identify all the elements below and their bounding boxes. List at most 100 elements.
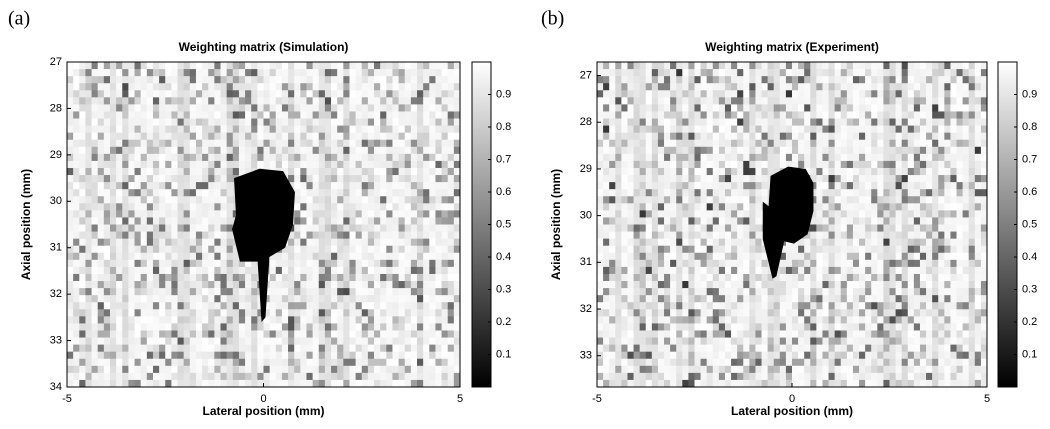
texture-cell: [282, 253, 289, 261]
texture-cell: [853, 210, 860, 218]
texture-cell: [153, 366, 160, 374]
texture-cell: [171, 366, 178, 374]
texture-cell: [658, 119, 665, 127]
texture-cell: [356, 196, 363, 204]
texture-cell: [435, 126, 442, 134]
texture-cell: [202, 111, 209, 119]
texture-cell: [233, 302, 240, 310]
texture-cell: [695, 359, 702, 367]
texture-cell: [640, 352, 647, 360]
texture-cell: [652, 210, 659, 218]
texture-cell: [621, 119, 628, 127]
texture-cell: [239, 302, 246, 310]
texture-cell: [306, 302, 313, 310]
texture-cell: [798, 352, 805, 360]
texture-cell: [349, 232, 356, 240]
texture-cell: [116, 281, 123, 289]
texture-cell: [670, 90, 677, 98]
texture-cell: [128, 126, 135, 134]
texture-cell: [374, 380, 381, 388]
texture-cell: [597, 104, 604, 112]
texture-cell: [159, 217, 166, 225]
texture-cell: [233, 62, 240, 70]
texture-cell: [85, 295, 92, 303]
texture-cell: [695, 83, 702, 91]
texture-cell: [399, 338, 406, 346]
texture-cell: [749, 274, 756, 282]
texture-cell: [853, 154, 860, 162]
texture-cell: [603, 126, 610, 134]
texture-cell: [743, 196, 750, 204]
texture-cell: [368, 309, 375, 317]
texture-cell: [670, 225, 677, 233]
texture-cell: [841, 111, 848, 119]
texture-cell: [116, 267, 123, 275]
texture-cell: [214, 83, 221, 91]
texture-cell: [429, 373, 436, 381]
texture-cell: [196, 175, 203, 183]
texture-cell: [435, 316, 442, 324]
texture-cell: [792, 147, 799, 155]
texture-cell: [374, 111, 381, 119]
texture-cell: [368, 126, 375, 134]
texture-cell: [239, 330, 246, 338]
texture-cell: [270, 83, 277, 91]
texture-cell: [658, 140, 665, 148]
texture-cell: [135, 267, 142, 275]
texture-cell: [615, 323, 622, 331]
texture-cell: [110, 97, 117, 105]
texture-cell: [79, 168, 86, 176]
texture-cell: [171, 175, 178, 183]
texture-cell: [147, 295, 154, 303]
texture-cell: [725, 316, 732, 324]
texture-cell: [841, 210, 848, 218]
texture-cell: [153, 330, 160, 338]
texture-cell: [621, 373, 628, 381]
texture-cell: [743, 189, 750, 197]
texture-cell: [810, 161, 817, 169]
texture-cell: [411, 189, 418, 197]
texture-cell: [337, 154, 344, 162]
texture-cell: [227, 246, 234, 254]
texture-cell: [615, 217, 622, 225]
texture-cell: [208, 330, 215, 338]
texture-cell: [153, 76, 160, 84]
texture-cell: [435, 330, 442, 338]
texture-cell: [603, 316, 610, 324]
texture-cell: [664, 203, 671, 211]
texture-cell: [737, 111, 744, 119]
texture-cell: [221, 210, 228, 218]
texture-cell: [731, 104, 738, 112]
texture-cell: [190, 196, 197, 204]
texture-cell: [853, 260, 860, 268]
texture-cell: [853, 316, 860, 324]
texture-cell: [141, 380, 148, 388]
texture-cell: [603, 97, 610, 105]
texture-cell: [442, 281, 449, 289]
texture-cell: [153, 168, 160, 176]
texture-cell: [786, 352, 793, 360]
texture-cell: [116, 168, 123, 176]
texture-cell: [190, 62, 197, 70]
texture-cell: [184, 69, 191, 77]
texture-cell: [634, 147, 641, 155]
texture-cell: [306, 210, 313, 218]
texture-cell: [300, 111, 307, 119]
texture-cell: [749, 90, 756, 98]
texture-cell: [774, 352, 781, 360]
texture-cell: [122, 83, 129, 91]
texture-cell: [288, 309, 295, 317]
texture-cell: [640, 302, 647, 310]
texture-cell: [847, 104, 854, 112]
texture-cell: [859, 225, 866, 233]
texture-cell: [731, 302, 738, 310]
texture-cell: [386, 196, 393, 204]
texture-cell: [214, 352, 221, 360]
texture-cell: [853, 147, 860, 155]
texture-cell: [798, 288, 805, 296]
texture-cell: [743, 76, 750, 84]
texture-cell: [847, 111, 854, 119]
texture-cell: [392, 352, 399, 360]
texture-cell: [847, 168, 854, 176]
texture-cell: [640, 323, 647, 331]
